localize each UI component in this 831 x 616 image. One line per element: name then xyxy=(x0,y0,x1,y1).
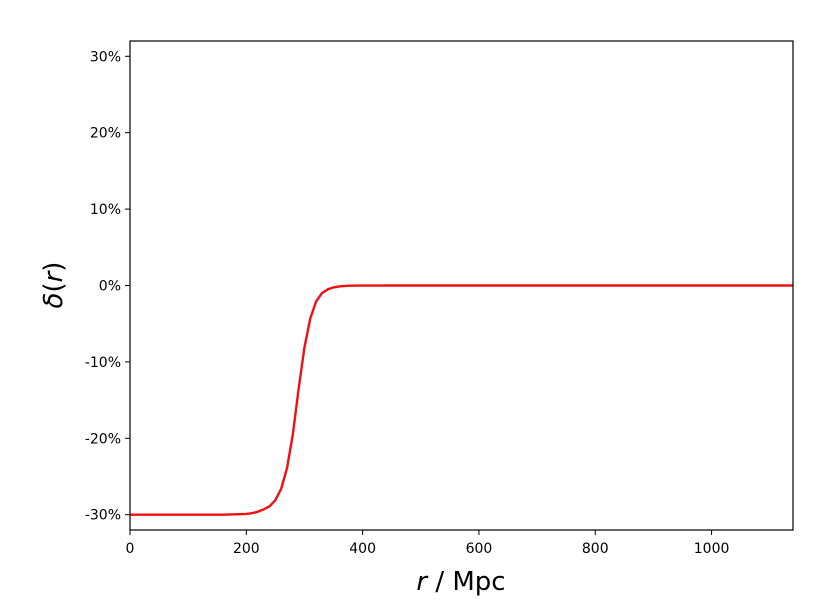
y-axis-ticks: -30% -20% -10% 0% 10% 20% 30% xyxy=(85,49,130,524)
x-tick-label: 400 xyxy=(349,541,376,557)
y-tick-label: -30% xyxy=(85,508,121,524)
y-tick-label: 10% xyxy=(90,202,121,218)
y-tick-label: 0% xyxy=(99,279,121,295)
x-tick-label: 0 xyxy=(126,541,135,557)
x-tick-label: 200 xyxy=(233,541,260,557)
y-tick-label: -20% xyxy=(85,431,121,447)
y-axis-label: δ(r) xyxy=(39,262,69,309)
y-tick-label: -10% xyxy=(85,355,121,371)
x-tick-label: 1000 xyxy=(694,541,730,557)
plot-area xyxy=(130,284,793,516)
y-tick-label: 20% xyxy=(90,126,121,142)
y-tick-label: 30% xyxy=(90,49,121,65)
x-tick-label: 800 xyxy=(582,541,609,557)
x-axis-label: r / Mpc xyxy=(416,567,505,597)
x-tick-label: 600 xyxy=(466,541,493,557)
series-line xyxy=(130,284,793,516)
x-axis-ticks: 0 200 400 600 800 1000 xyxy=(126,530,730,557)
